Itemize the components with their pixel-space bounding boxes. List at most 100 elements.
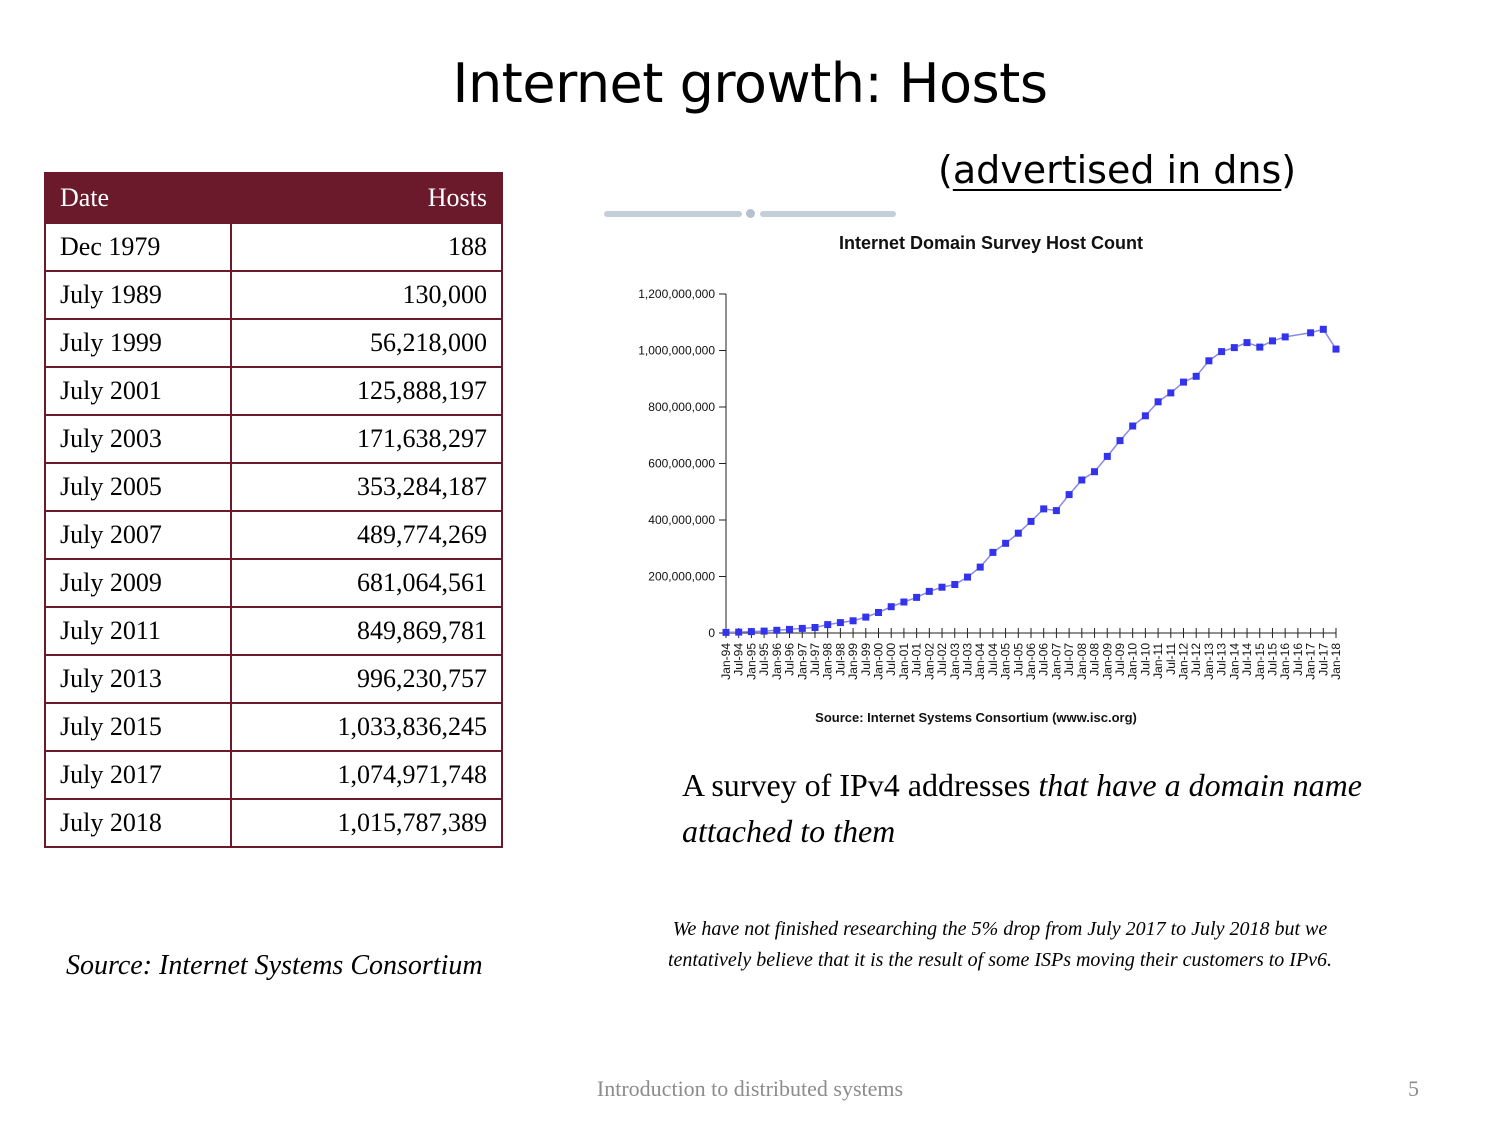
x-tick-label: Jul-17	[1316, 643, 1330, 676]
data-point	[1091, 468, 1098, 476]
cell-hosts: 1,033,836,245	[230, 702, 503, 752]
y-tick-label: 400,000,000	[648, 513, 715, 527]
table-row: July 1999 56,218,000	[44, 318, 503, 368]
x-tick-label: Jul-12	[1189, 643, 1203, 676]
y-tick-label: 600,000,000	[648, 457, 715, 471]
data-point	[824, 621, 832, 629]
table-row: July 2001 125,888,197	[44, 366, 503, 416]
subtitle-text: advertised in dns	[952, 148, 1282, 192]
x-tick-label: Jan-03	[948, 643, 962, 680]
x-tick-label: Jan-14	[1227, 643, 1241, 680]
scrollbar-track-right[interactable]	[760, 211, 896, 217]
x-tick-label: Jan-99	[846, 643, 860, 680]
x-tick-label: Jan-12	[1177, 643, 1191, 680]
subtitle-open-paren: (	[938, 148, 953, 192]
data-point	[964, 573, 971, 581]
cell-date: July 2018	[44, 798, 232, 848]
cell-hosts: 353,284,187	[230, 462, 503, 512]
x-tick-label: Jan-07	[1049, 643, 1063, 680]
data-point	[1243, 339, 1251, 347]
x-tick-label: Jan-05	[999, 643, 1013, 680]
x-tick-label: Jul-01	[910, 643, 924, 676]
x-tick-label: Jan-94	[719, 643, 733, 680]
x-tick-label: Jan-01	[897, 643, 911, 680]
table-header-row: Date Hosts	[44, 172, 503, 224]
cell-hosts: 849,869,781	[230, 606, 503, 656]
host-count-chart: Internet Domain Survey Host Count 0 200,0…	[638, 233, 1343, 725]
y-tick-label: 800,000,000	[648, 400, 715, 414]
data-point	[1192, 372, 1200, 380]
x-tick-label: Jul-16	[1291, 643, 1305, 676]
data-point	[722, 628, 730, 636]
table-row: July 2007 489,774,269	[44, 510, 503, 560]
series-line	[725, 328, 1337, 634]
hosts-table: Date Hosts Dec 1979 188 July 1989 130,000 Ju…	[44, 172, 503, 848]
header-hosts: Hosts	[230, 172, 503, 224]
data-point	[913, 593, 921, 601]
data-point	[1027, 517, 1035, 525]
data-point	[1319, 325, 1327, 333]
data-point	[786, 625, 793, 633]
data-point	[1052, 507, 1060, 515]
data-point	[811, 624, 819, 631]
data-points	[722, 325, 1340, 636]
table-row: July 2011 849,869,781	[44, 606, 503, 656]
x-tick-label: Jul-00	[884, 643, 898, 676]
y-tick-label: 200,000,000	[648, 570, 715, 584]
table-row: July 2005 353,284,187	[44, 462, 503, 512]
chart-scrollbar[interactable]	[604, 207, 896, 221]
data-point	[1040, 505, 1048, 513]
cell-date: July 2003	[44, 414, 232, 464]
cell-date: July 2013	[44, 654, 232, 704]
table-row: July 2009 681,064,561	[44, 558, 503, 608]
x-tick-label: Jul-05	[1011, 643, 1025, 676]
data-point	[849, 617, 857, 625]
data-point	[976, 563, 984, 571]
x-tick-label: Jan-98	[821, 643, 835, 680]
cell-hosts: 188	[230, 222, 503, 272]
drop-note: We have not finished researching the 5% …	[667, 918, 1333, 971]
cell-date: July 2001	[44, 366, 232, 416]
data-point	[1065, 491, 1073, 499]
y-tick-label: 1,200,000,000	[638, 287, 715, 301]
scrollbar-thumb[interactable]	[746, 209, 755, 218]
cell-hosts: 125,888,197	[230, 366, 503, 416]
data-point	[900, 598, 908, 606]
slide-footer: Introduction to distributed systems	[596, 1076, 904, 1101]
x-tick-label: Jul-10	[1138, 643, 1152, 676]
cell-date: Dec 1979	[44, 222, 232, 272]
data-point	[836, 619, 844, 627]
cell-date: July 1999	[44, 318, 232, 368]
chart-title: Internet Domain Survey Host Count	[839, 233, 1143, 253]
x-tick-label: Jan-97	[795, 643, 809, 680]
x-tick-label: Jan-10	[1126, 643, 1140, 680]
x-tick-label: Jul-06	[1037, 643, 1051, 676]
x-tick-label: Jan-17	[1304, 643, 1318, 680]
cell-date: July 2009	[44, 558, 232, 608]
x-tick-label: Jan-16	[1278, 643, 1292, 680]
x-tick-label: Jul-97	[808, 643, 822, 676]
y-tick-label: 1,000,000,000	[638, 344, 715, 358]
x-tick-label: Jan-18	[1329, 643, 1343, 680]
x-tick-label: Jul-09	[1113, 643, 1127, 676]
x-tick-label: Jan-06	[1024, 643, 1038, 680]
data-point	[735, 628, 743, 636]
data-point	[1154, 398, 1162, 406]
x-tick-label: Jul-94	[732, 643, 746, 676]
x-tick-label: Jan-08	[1075, 643, 1089, 680]
cell-date: July 2015	[44, 702, 232, 752]
x-tick-label: Jul-08	[1088, 643, 1102, 676]
cell-date: July 2007	[44, 510, 232, 560]
cell-date: July 2005	[44, 462, 232, 512]
cell-hosts: 56,218,000	[230, 318, 503, 368]
y-tick-label: 0	[708, 626, 715, 640]
cell-date: July 1989	[44, 270, 232, 320]
x-tick-label: Jan-95	[744, 643, 758, 680]
data-point	[1180, 378, 1187, 386]
data-point	[1256, 343, 1264, 351]
x-tick-label: Jul-03	[960, 643, 974, 676]
x-tick-label: Jan-15	[1253, 643, 1267, 680]
cell-hosts: 681,064,561	[230, 558, 503, 608]
data-point	[760, 627, 768, 635]
scrollbar-track-left[interactable]	[604, 211, 742, 217]
